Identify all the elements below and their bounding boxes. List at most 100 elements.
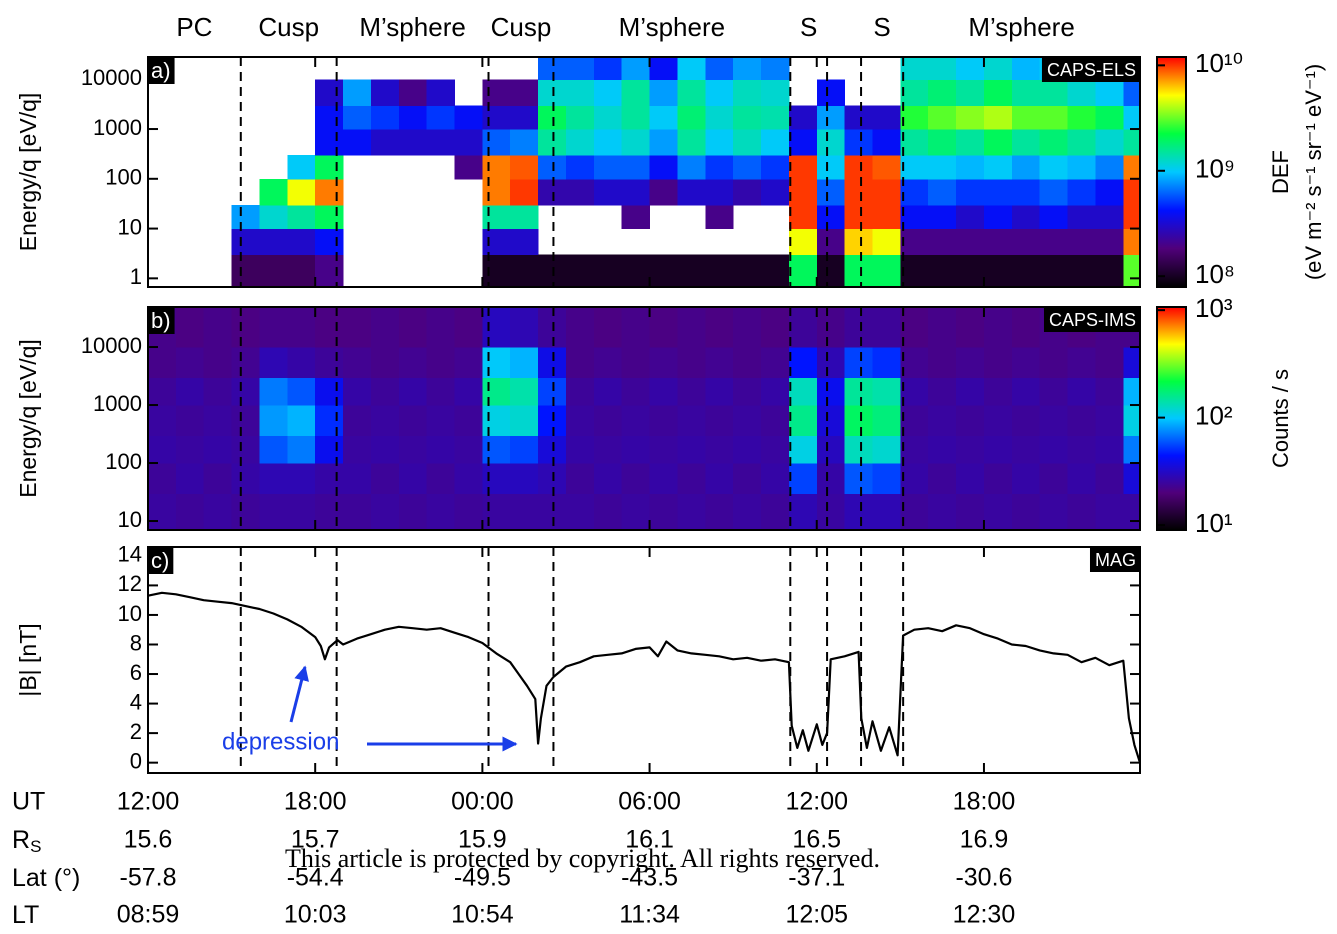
spectrogram-cell — [175, 347, 205, 378]
spectrogram-cell — [1011, 105, 1041, 130]
ephemeris-value: 16.5 — [792, 826, 841, 854]
spectrogram-cell — [203, 493, 233, 531]
spectrogram-cell — [844, 347, 873, 378]
plot-frame — [147, 546, 1141, 774]
spectrogram-cell — [1095, 228, 1124, 256]
spectrogram-cell — [983, 79, 1013, 106]
spectrogram-cell — [649, 105, 678, 130]
spectrogram-cell — [426, 463, 456, 494]
spectrogram-cell — [287, 435, 316, 464]
spectrogram-cell — [1011, 155, 1041, 180]
spectrogram-cell — [621, 435, 651, 464]
spectrogram-cell — [510, 204, 539, 230]
spectrogram-cell — [538, 493, 567, 531]
spectrogram-cell — [844, 405, 873, 436]
spectrogram-cell — [593, 435, 623, 464]
y-axis-label: Energy/q [eV/q] — [15, 339, 41, 498]
spectrogram-cell — [315, 228, 344, 256]
spectrogram-cell — [343, 79, 372, 106]
spectrogram-cell — [677, 377, 706, 406]
spectrogram-cell — [538, 463, 567, 494]
spectrogram-cell — [426, 435, 456, 464]
spectrogram-cell — [343, 435, 372, 464]
spectrogram-cell — [510, 307, 539, 348]
spectrogram-cell — [677, 307, 706, 348]
spectrogram-cell — [1095, 254, 1124, 288]
x-tick-label: 12:00 — [117, 788, 180, 816]
instrument-label-box — [1089, 548, 1139, 572]
spectrogram-cell — [761, 155, 790, 180]
spectrogram-cell — [1123, 79, 1141, 106]
spectrogram-cell — [398, 493, 428, 531]
spectrogram-cell — [705, 493, 734, 531]
spectrogram-cell — [398, 405, 428, 436]
spectrogram-cell — [370, 493, 400, 531]
spectrogram-cell — [788, 254, 818, 288]
spectrogram-cell — [538, 377, 567, 406]
spectrogram-cell — [761, 435, 790, 464]
spectrogram-cell — [844, 463, 873, 494]
spectrogram-cell — [315, 405, 344, 436]
spectrogram-cell — [510, 347, 539, 378]
spectrogram-cell — [956, 129, 985, 156]
spectrogram-cell — [621, 204, 651, 230]
spectrogram-cell — [733, 463, 762, 494]
spectrogram-cell — [482, 405, 511, 436]
spectrogram-cell — [315, 204, 344, 230]
spectrogram-cell — [956, 204, 985, 230]
spectrogram-cell — [956, 105, 985, 130]
y-tick-label: 8 — [130, 630, 142, 655]
spectrogram-cell — [593, 493, 623, 531]
spectrogram-cell — [538, 254, 567, 288]
spectrogram-cell — [370, 377, 400, 406]
spectrogram-cell — [593, 463, 623, 494]
spectrogram-cell — [538, 129, 567, 156]
spectrogram-cell — [287, 493, 316, 531]
spectrogram-cell — [677, 178, 706, 206]
spectrogram-cell — [788, 204, 818, 230]
spectrogram-cell — [956, 435, 985, 464]
x-tick-label: 00:00 — [451, 788, 514, 816]
spectrogram-cell — [343, 377, 372, 406]
spectrogram-cell — [677, 57, 706, 80]
spectrogram-cell — [1123, 129, 1141, 156]
region-label: M’sphere — [619, 12, 725, 42]
spectrogram-cell — [1095, 129, 1124, 156]
spectrogram-cell — [259, 493, 288, 531]
panel-label: b) — [151, 308, 171, 333]
spectrogram-cell — [844, 129, 873, 156]
spectrogram-cell — [259, 178, 288, 206]
spectrogram-cell — [231, 377, 260, 406]
spectrogram-cell — [733, 493, 762, 531]
spectrogram-cell — [956, 405, 985, 436]
ephemeris-value: 15.6 — [124, 826, 173, 854]
spectrogram-cell — [733, 347, 762, 378]
spectrogram-cell — [1067, 463, 1096, 494]
spectrogram-cell — [259, 435, 288, 464]
ephemeris-value: 15.9 — [458, 826, 507, 854]
spectrogram-cell — [1039, 435, 1069, 464]
spectrogram-cell — [259, 307, 288, 348]
spectrogram-cell — [872, 493, 901, 531]
spectrogram-cell — [593, 178, 623, 206]
spectrogram-cell — [1123, 435, 1141, 464]
spectrogram-cell — [1123, 377, 1141, 406]
spectrogram-cell — [1095, 347, 1124, 378]
y-tick-label: 100 — [105, 449, 142, 474]
spectrogram-cell — [315, 105, 344, 130]
spectrogram-cell — [1123, 347, 1141, 378]
spectrogram-cell — [482, 435, 511, 464]
spectrogram-cell — [510, 155, 539, 180]
y-tick-label: 0 — [130, 748, 142, 773]
spectrogram-cell — [398, 307, 428, 348]
spectrogram-cell — [593, 347, 623, 378]
spectrogram-cell — [482, 105, 511, 130]
ephemeris-value: 08:59 — [117, 901, 180, 929]
spectrogram-cell — [1067, 105, 1096, 130]
spectrogram-cell — [287, 347, 316, 378]
spectrogram-cell — [148, 435, 177, 464]
spectrogram-cell — [259, 204, 288, 230]
spectrogram-cell — [175, 307, 205, 348]
spectrogram-cell — [454, 129, 483, 156]
spectrogram-cell — [231, 228, 260, 256]
